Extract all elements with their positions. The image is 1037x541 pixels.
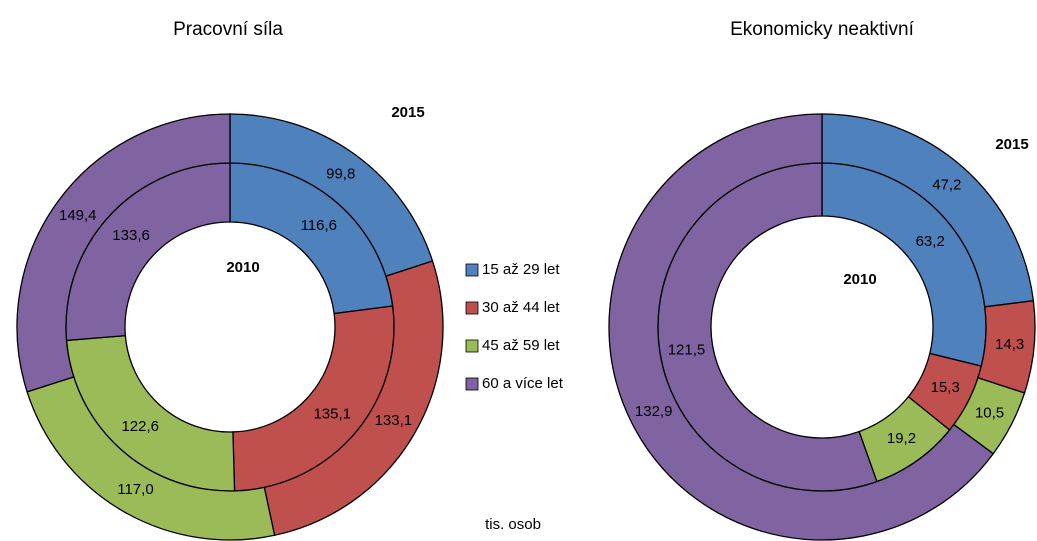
data-label: 149,4 — [59, 207, 97, 224]
data-label: 10,5 — [975, 404, 1004, 421]
series-label: 2010 — [843, 271, 876, 288]
legend-swatch — [465, 301, 479, 315]
chart-title: Pracovní síla — [173, 19, 283, 40]
data-label: 122,6 — [121, 418, 159, 435]
data-label: 99,8 — [326, 165, 355, 182]
data-label: 47,2 — [932, 177, 961, 194]
series-label: 2010 — [226, 259, 259, 276]
data-label: 63,2 — [916, 233, 945, 250]
legend-label: 15 až 29 let — [482, 261, 560, 278]
data-label: 15,3 — [931, 379, 960, 396]
data-label: 135,1 — [313, 405, 351, 422]
series-label: 2015 — [995, 136, 1028, 153]
data-label: 116,6 — [301, 217, 337, 234]
series-label: 2015 — [391, 104, 424, 121]
legend-label: 45 až 59 let — [482, 337, 560, 354]
legend-swatch — [465, 377, 479, 391]
data-label: 117,0 — [117, 481, 153, 498]
donut-segment — [16, 113, 231, 393]
data-label: 132,9 — [635, 403, 673, 420]
chart-title: Ekonomicky neaktivní — [730, 19, 914, 40]
legend-swatch — [465, 263, 479, 277]
data-label: 133,1 — [375, 412, 413, 429]
donut-segment — [608, 113, 995, 541]
legend-label: 30 až 44 let — [482, 299, 560, 316]
data-label: 121,5 — [668, 341, 706, 358]
data-label: 19,2 — [887, 430, 916, 447]
unit-label: tis. osob — [485, 516, 541, 533]
data-label: 14,3 — [995, 336, 1024, 353]
legend-swatch — [465, 339, 479, 353]
legend-label: 60 a více let — [482, 375, 564, 392]
data-label: 133,6 — [112, 227, 150, 244]
